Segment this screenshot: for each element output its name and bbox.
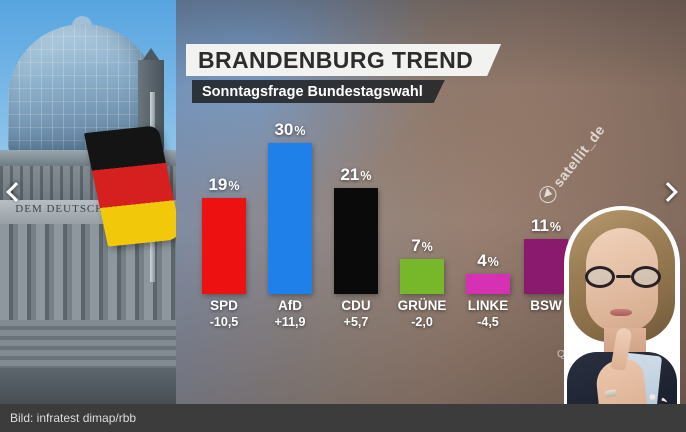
bar-party-label: CDU <box>341 298 371 313</box>
bar-label-group: GRÜNE -2,0 <box>398 294 447 329</box>
next-slide-button[interactable] <box>656 178 680 206</box>
plaza <box>0 368 176 404</box>
glasses-lens-right <box>631 266 661 288</box>
chart-title-banner: BRANDENBURG TREND <box>186 44 501 76</box>
bar-party-label: AfD <box>277 298 302 313</box>
chevron-right-icon <box>658 182 678 202</box>
image-caption-bar: Bild: infratest dimap/rbb <box>0 404 686 432</box>
bar-party-label: BSW <box>530 298 562 313</box>
glasses-bridge <box>616 275 631 278</box>
bar-delta-label: -10,5 <box>209 315 239 329</box>
bar-linke <box>466 274 510 294</box>
bar-value-label: 7% <box>411 236 433 255</box>
percent-sign: % <box>360 169 372 183</box>
bar-column: 11% BSW <box>524 216 568 313</box>
chart-subtitle-banner: Sonntagsfrage Bundestagswahl <box>192 80 445 103</box>
reichstag-photo: DEM DEUTSCHEN VOLKE <box>0 0 176 404</box>
bar-label-group: CDU +5,7 <box>341 294 370 329</box>
dome-finial <box>72 16 92 26</box>
page-subtitle: Sonntagsfrage Bundestagswahl <box>202 83 423 100</box>
percent-sign: % <box>294 124 306 138</box>
page-title: BRANDENBURG TREND <box>198 46 474 73</box>
bar-cdu <box>334 188 378 294</box>
percent-sign: % <box>549 220 562 234</box>
portrait-glasses <box>584 266 662 288</box>
bar-label-group: LINKE -4,5 <box>468 294 509 329</box>
prev-slide-button[interactable] <box>4 178 28 206</box>
portrait-mouth <box>610 309 632 316</box>
bar-column: 4% LINKE -4,5 <box>466 251 510 329</box>
bar-afd <box>268 143 312 294</box>
percent-sign: % <box>421 240 433 254</box>
bar-column: 19% SPD -10,5 <box>202 175 246 329</box>
portrait-cutout <box>558 202 686 432</box>
bar-delta-label: +11,9 <box>274 315 306 329</box>
chevron-left-icon <box>6 182 26 202</box>
percent-sign: % <box>228 179 240 193</box>
bar-label-group: SPD -10,5 <box>210 294 239 329</box>
bar-delta-label: +5,7 <box>343 315 369 329</box>
poll-bar-chart: 19% SPD -10,5 30% AfD +11,9 21% CDU +5,7 7% GRÜNE -… <box>190 110 590 335</box>
bar-party-label: SPD <box>210 298 238 313</box>
bar-label-group: AfD +11,9 <box>275 294 306 329</box>
bar-value-label: 4% <box>477 251 499 270</box>
percent-sign: % <box>487 255 499 269</box>
bar-delta-label: -4,5 <box>477 315 499 329</box>
bar-party-label: LINKE <box>467 298 509 313</box>
bar-value-label: 11% <box>530 216 562 235</box>
image-credit: Bild: infratest dimap/rbb <box>10 411 137 425</box>
bar-value-label: 30% <box>274 120 306 139</box>
bar-label-group: BSW <box>530 294 562 315</box>
bar-column: 21% CDU +5,7 <box>334 165 378 329</box>
bar-bsw <box>524 239 568 294</box>
bar-value-label: 19% <box>208 175 240 194</box>
bar-column: 30% AfD +11,9 <box>268 120 312 329</box>
glasses-lens-left <box>585 266 615 288</box>
bar-party-label: GRÜNE <box>397 298 447 313</box>
bar-delta-label: -2,0 <box>411 315 433 329</box>
bar-grüne <box>400 259 444 294</box>
bar-value-label: 21% <box>340 165 372 184</box>
bar-column: 7% GRÜNE -2,0 <box>398 236 447 329</box>
bar-spd <box>202 198 246 294</box>
